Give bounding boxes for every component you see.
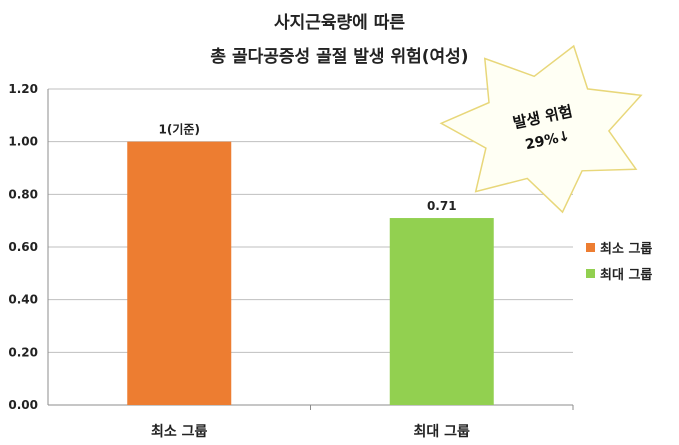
legend-label-max: 최대 그룹 (600, 268, 653, 283)
y-tick-label: 0.20 (8, 345, 38, 359)
legend-label-min: 최소 그룹 (600, 242, 653, 257)
data-label: 0.71 (427, 199, 457, 213)
legend-item-min-group: 최소 그룹 (586, 238, 652, 257)
x-tick-label: 최대 그룹 (414, 424, 471, 440)
y-tick-label: 0.80 (8, 187, 38, 201)
legend-item-max-group: 최대 그룹 (586, 264, 652, 283)
star-callout-shape (439, 44, 643, 214)
bar (389, 218, 494, 405)
chart-subtitle: 총 골다공증성 골절 발생 위험(여성) (210, 47, 469, 67)
y-tick-label: 1.00 (8, 135, 38, 149)
bar (127, 141, 232, 405)
y-tick-label: 1.20 (8, 82, 38, 96)
y-tick-label: 0.00 (8, 398, 38, 412)
x-tick-label: 최소 그룹 (151, 424, 208, 440)
legend-swatch-min (586, 243, 595, 252)
y-tick-label: 0.40 (8, 293, 38, 307)
legend-swatch-max (586, 269, 595, 278)
chart-title: 사지근육량에 따른 (273, 13, 406, 33)
y-tick-label: 0.60 (8, 240, 38, 254)
data-label: 1(기준) (159, 122, 200, 137)
